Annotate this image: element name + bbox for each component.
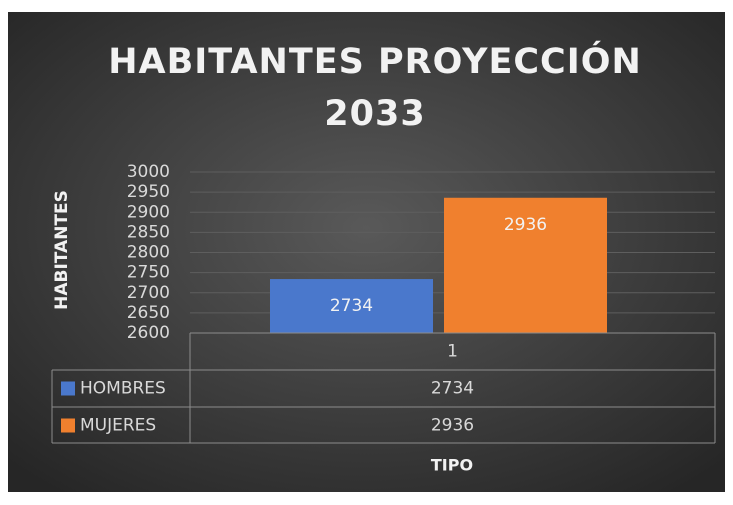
chart-title: HABITANTES PROYECCIÓN 2033 <box>108 42 642 134</box>
y-tick-label: 2900 <box>127 202 170 222</box>
bar <box>444 197 607 333</box>
data-label: 2936 <box>504 215 547 235</box>
legend-key <box>61 381 75 396</box>
y-tick-label: 2650 <box>127 303 170 323</box>
x-tick-label: 1 <box>447 342 458 362</box>
y-tick-label: 2700 <box>127 283 170 303</box>
y-tick-label: 2800 <box>127 243 170 263</box>
x-axis-title: TIPO <box>431 456 473 475</box>
y-axis-title: HABITANTES <box>52 190 72 310</box>
y-tick-label: 2950 <box>127 182 170 202</box>
legend-key <box>61 418 75 433</box>
data-label: 2734 <box>330 296 373 316</box>
y-tick-label: 2750 <box>127 263 170 283</box>
bar <box>270 279 433 333</box>
y-tick-label: 3000 <box>127 162 170 182</box>
y-tick-label: 2850 <box>127 222 170 242</box>
y-tick-label: 2600 <box>127 323 170 343</box>
legend-label: HOMBRES <box>80 379 166 399</box>
legend-label: MUJERES <box>80 416 156 436</box>
table-value: 2936 <box>431 416 474 436</box>
table-value: 2734 <box>431 379 474 399</box>
